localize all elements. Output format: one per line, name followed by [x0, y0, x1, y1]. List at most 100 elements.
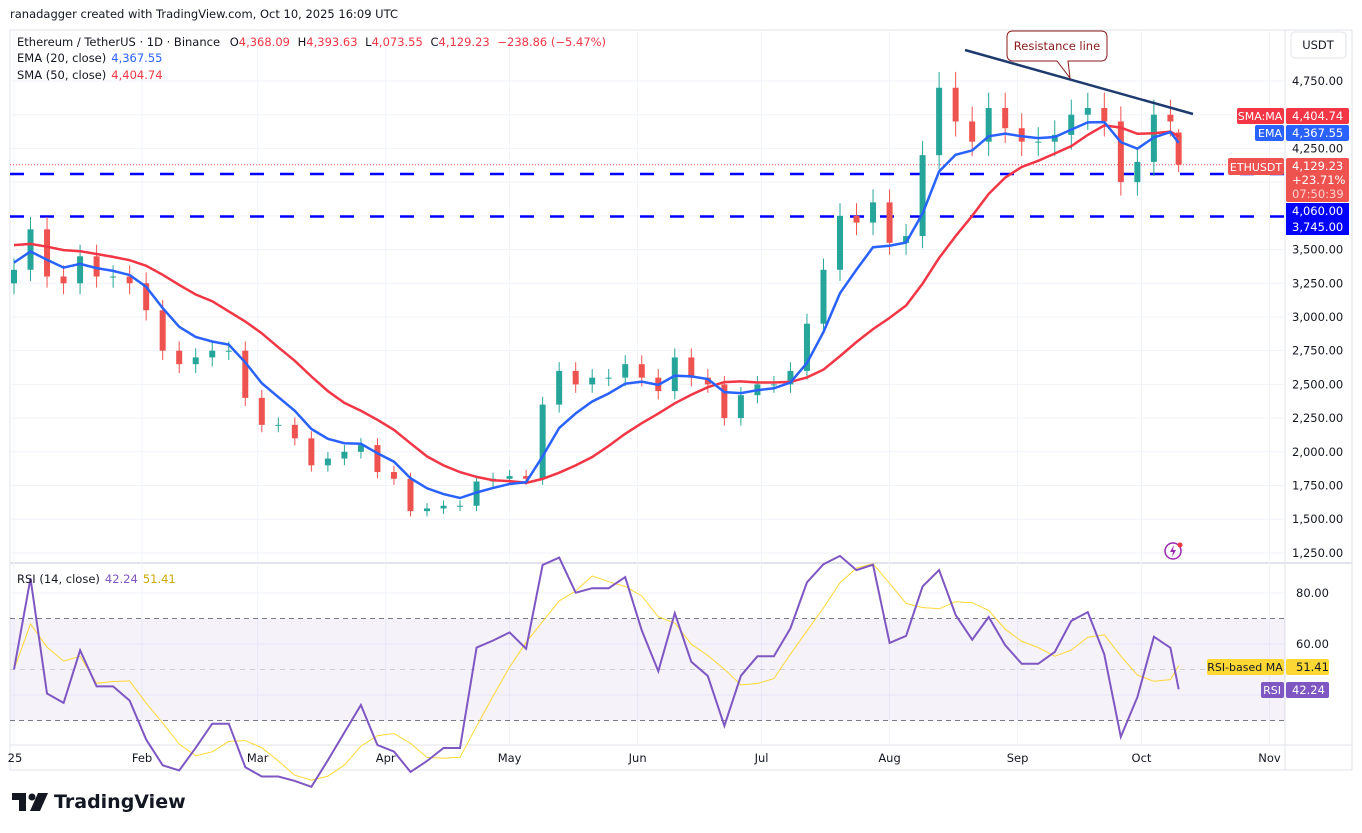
annotation-text: Resistance line — [1014, 39, 1100, 53]
candle-body — [1175, 132, 1182, 165]
candle-body — [176, 350, 183, 365]
candle-body — [60, 276, 67, 284]
candle-body — [605, 377, 612, 379]
time-tick: May — [498, 751, 522, 765]
support-levels — [10, 164, 1285, 218]
candle-body — [93, 256, 100, 277]
candle-body — [27, 229, 34, 270]
rsi-ma-tag-label: RSI-based MA — [1207, 661, 1283, 674]
legend-ema-value: 4,367.55 — [111, 51, 162, 65]
candle-body — [969, 121, 976, 142]
candle-body — [539, 404, 546, 479]
price-tick: 3,000.00 — [1292, 310, 1343, 324]
legend-sma[interactable]: SMA (50, close) 4,404.74 — [17, 68, 163, 82]
tradingview-logo[interactable]: TradingView — [12, 791, 186, 813]
time-tick: Aug — [878, 751, 900, 765]
price-tick: 2,750.00 — [1292, 344, 1343, 358]
legend-ema-label: EMA (20, close) — [17, 51, 106, 65]
candle-body — [622, 364, 629, 378]
rsi-tag-label: RSI — [1263, 684, 1281, 697]
legend-sma-label: SMA (50, close) — [17, 68, 106, 82]
candle-body — [126, 276, 133, 284]
candle-body — [1068, 114, 1075, 135]
chart-frame — [9, 29, 1353, 771]
rsi-axis[interactable]: 80.00 60.00 — [1296, 586, 1329, 651]
rsi-ma-tag-value: 51.41 — [1296, 660, 1329, 674]
candle-body — [11, 269, 17, 284]
price-tick: 4,250.00 — [1292, 141, 1343, 155]
time-tick: Sep — [1007, 751, 1029, 765]
price-tick: 2,000.00 — [1292, 445, 1343, 459]
last-price: 4,129.23 — [1292, 159, 1343, 173]
candle-body — [952, 87, 959, 122]
candle-body — [275, 424, 282, 426]
candle-body — [390, 472, 397, 479]
sma-tag-value: 4,404.74 — [1292, 109, 1343, 123]
currency-label: USDT — [1302, 38, 1335, 52]
price-tick: 4,750.00 — [1292, 74, 1343, 88]
rsi-ma-tag-bg — [1286, 659, 1329, 675]
sma-50-line — [13, 124, 1180, 485]
candle-body — [77, 256, 84, 284]
rsi-lines — [13, 554, 1180, 789]
ema-20-line — [13, 120, 1180, 500]
time-axis[interactable]: 25 Feb Mar Apr May Jun Jul Aug Sep Oct Nov — [8, 751, 1281, 765]
rsi-ma-line — [13, 563, 1180, 781]
candle-body — [803, 323, 810, 371]
candle-body — [737, 395, 744, 419]
legend-ema[interactable]: EMA (20, close) 4,367.55 — [17, 51, 162, 65]
legend-open: 4,368.09 — [239, 35, 290, 49]
price-tick: 3,500.00 — [1292, 243, 1343, 257]
candle-body — [225, 350, 232, 352]
resistance-line[interactable] — [964, 48, 1194, 116]
symbol-tag: ETHUSDT — [1230, 161, 1282, 174]
time-tick: Oct — [1132, 751, 1152, 765]
price-tick: 3,250.00 — [1292, 276, 1343, 290]
candle-body — [770, 384, 777, 386]
rsi-tag-value: 42.24 — [1292, 683, 1325, 697]
candle-body — [936, 87, 943, 156]
price-tick: 1,250.00 — [1292, 546, 1343, 560]
legend-ohlc: Ethereum / TetherUS · 1D · Binance O4,36… — [17, 35, 606, 49]
moving-averages — [13, 120, 1180, 500]
candles — [11, 71, 1182, 517]
candle-body — [506, 476, 513, 479]
sma-tag-label-bg — [1237, 108, 1284, 124]
legend-c-label: C — [430, 35, 438, 49]
level-tags-bg — [1286, 203, 1349, 235]
candle-body — [589, 377, 596, 385]
candle-body — [688, 357, 695, 378]
candle-body — [209, 350, 216, 358]
candle-body — [671, 357, 678, 392]
candle-body — [638, 364, 645, 378]
ema-tag-label-bg — [1255, 125, 1284, 141]
rsi-tag-bg — [1286, 682, 1329, 698]
time-tick: Jul — [754, 751, 769, 765]
symbol-tag-bg — [1228, 158, 1284, 175]
bar-countdown: 07:50:39 — [1292, 187, 1344, 201]
candle-body — [357, 445, 364, 452]
candle-body — [1134, 161, 1141, 183]
price-tick: 2,250.00 — [1292, 411, 1343, 425]
currency-button[interactable] — [1290, 31, 1347, 59]
rsi-tag-label-bg — [1261, 682, 1284, 698]
price-axis[interactable]: 4,750.00 4,250.00 3,500.00 3,250.00 3,000.00… — [1292, 74, 1343, 560]
legend-close: 4,129.23 — [439, 35, 490, 49]
candle-body — [44, 229, 51, 277]
rsi-tick: 60.00 — [1296, 637, 1329, 651]
legend-high: 4,393.63 — [306, 35, 357, 49]
candle-body — [787, 370, 794, 385]
candle-body — [159, 310, 166, 351]
candle-body — [837, 215, 843, 270]
candle-body — [341, 451, 348, 459]
last-change: +23.71% — [1292, 173, 1346, 187]
annotation-callout[interactable] — [1006, 30, 1108, 80]
lightning-icon[interactable] — [1164, 542, 1183, 560]
legend-rsi-value: 42.24 — [105, 572, 138, 586]
candle-body — [457, 505, 464, 507]
legend-l-label: L — [365, 35, 372, 49]
time-tick: Jun — [628, 751, 647, 765]
candle-body — [110, 276, 117, 278]
legend-rsi[interactable]: RSI (14, close) 42.24 51.41 — [17, 572, 176, 586]
